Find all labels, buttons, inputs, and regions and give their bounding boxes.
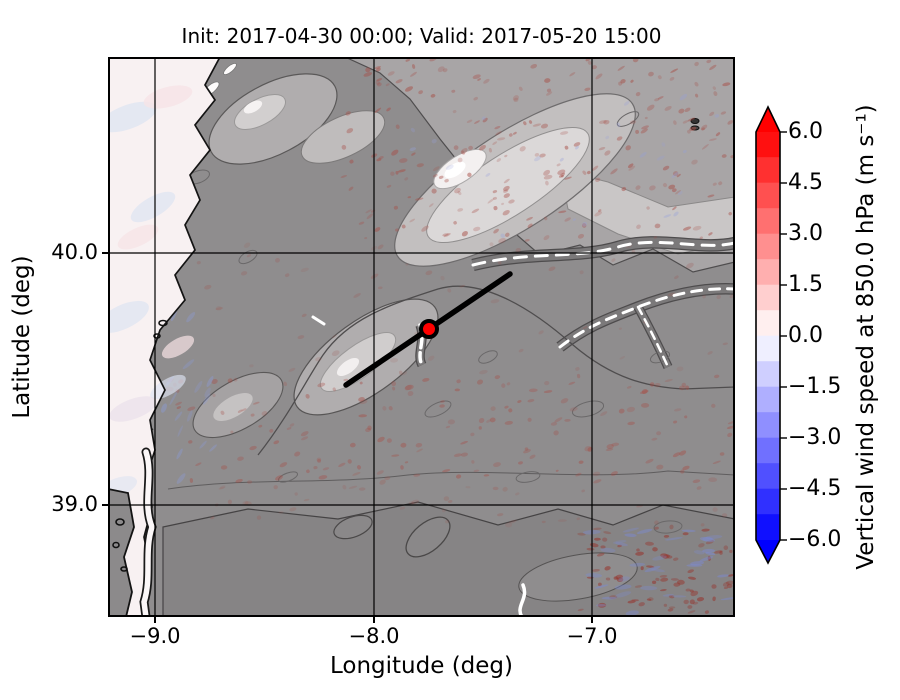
- colorbar-under-arrow: [756, 540, 780, 563]
- contour-line: [257, 285, 735, 456]
- ocean-patch: [130, 191, 176, 223]
- colorbar-segment: [756, 463, 780, 490]
- terrain-patch: [243, 100, 263, 114]
- colorbar-tick-label: 3.0: [788, 221, 823, 246]
- colorbar-segment: [756, 233, 780, 260]
- terrain-patch: [690, 125, 700, 131]
- contour-line: [167, 470, 735, 490]
- colorbar-tick-label: −4.5: [788, 476, 842, 501]
- axes-frame: [108, 57, 735, 617]
- ocean: [108, 57, 220, 617]
- y-tick-mark: [102, 504, 108, 506]
- islet: [115, 518, 125, 526]
- contour-line: [278, 471, 298, 483]
- map-plot-area: [108, 57, 735, 617]
- site-marker: [419, 319, 439, 339]
- colorbar-segment: [756, 208, 780, 235]
- terrain-patch: [336, 357, 360, 377]
- x-tick-mark: [154, 617, 156, 623]
- terrain-patch: [426, 126, 590, 244]
- x-axis-label: Longitude (deg): [329, 653, 513, 679]
- ocean-patch: [161, 335, 195, 359]
- terrain-patch: [559, 169, 735, 255]
- colorbar-segment: [756, 437, 780, 464]
- colorbar-tick-label: 1.5: [788, 272, 823, 297]
- terrain-patch: [234, 94, 286, 130]
- colorbar-segment: [756, 157, 780, 184]
- ocean-patch: [150, 374, 186, 400]
- colorbar-canvas: [755, 105, 787, 565]
- colorbar-segment: [756, 335, 780, 362]
- contour-line: [424, 400, 452, 418]
- islet: [120, 566, 128, 572]
- contour-line: [616, 111, 640, 127]
- colorbar-tick-label: 6.0: [788, 119, 823, 144]
- colorbar-tick-label: −3.0: [788, 425, 842, 450]
- x-tick-label: −7.0: [566, 624, 618, 648]
- colorbar-segment: [756, 514, 780, 541]
- contour-line: [478, 350, 498, 364]
- colorbar-segment: [756, 182, 780, 209]
- colorbar-tick-label: 0.0: [788, 323, 823, 348]
- ocean-patch: [109, 396, 157, 422]
- ocean-patch: [108, 300, 149, 334]
- colorbar-tick-label: −6.0: [788, 527, 842, 552]
- islet: [158, 319, 168, 327]
- colorbar-tick-label: 4.5: [788, 170, 823, 195]
- ocean-patch: [143, 85, 193, 109]
- y-axis-label: Latitude (deg): [9, 255, 35, 419]
- y-tick-label: 40.0: [51, 240, 98, 264]
- x-tick-label: −9.0: [129, 624, 181, 648]
- terrain-patch: [300, 110, 386, 164]
- river: [311, 315, 326, 326]
- river: [636, 305, 670, 369]
- terrain-patch: [213, 393, 253, 421]
- plot-title: Init: 2017-04-30 00:00; Valid: 2017-05-2…: [181, 24, 662, 48]
- colorbar-segment: [756, 412, 780, 439]
- river: [518, 583, 527, 617]
- colorbar: [750, 100, 790, 575]
- map-canvas: [108, 57, 735, 617]
- river: [471, 240, 735, 267]
- contour-line: [653, 520, 683, 534]
- colorbar-segment: [756, 361, 780, 388]
- contour-line: [571, 400, 605, 418]
- x-tick-mark: [591, 617, 593, 623]
- colorbar-segment: [756, 386, 780, 413]
- colorbar-over-arrow: [756, 107, 780, 132]
- colorbar-segment: [756, 310, 780, 337]
- islet: [153, 333, 161, 339]
- coastal-strip: [108, 488, 135, 617]
- colorbar-segment: [756, 259, 780, 286]
- x-tick-mark: [373, 617, 375, 623]
- y-tick-label: 39.0: [51, 492, 98, 516]
- ocean-patch: [117, 224, 159, 250]
- colorbar-segment: [756, 131, 780, 158]
- x-tick-label: −8.0: [348, 624, 400, 648]
- terrain-patch: [405, 516, 451, 558]
- ocean-patch: [108, 101, 157, 133]
- map-layers: [108, 57, 735, 617]
- terrain-patch: [333, 514, 373, 540]
- colorbar-segment: [756, 284, 780, 311]
- colorbar-segment: [756, 488, 780, 515]
- terrain-patch: [690, 118, 700, 124]
- islet: [112, 541, 120, 549]
- contour-line: [515, 471, 541, 483]
- terrain-patch: [223, 62, 237, 76]
- terrain-patch: [518, 552, 638, 602]
- terrain-patch: [444, 161, 466, 179]
- y-tick-mark: [102, 252, 108, 254]
- colorbar-tick-label: −1.5: [788, 374, 842, 399]
- contour-line: [649, 350, 671, 364]
